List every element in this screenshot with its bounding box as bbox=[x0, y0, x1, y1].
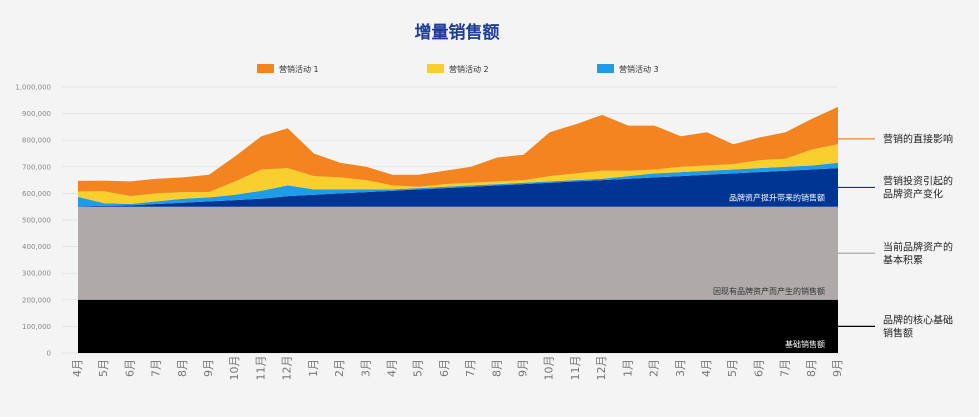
x-tick-label: 8月 bbox=[805, 359, 818, 377]
y-tick-label: 100,000 bbox=[22, 323, 51, 331]
x-tick-label: 9月 bbox=[202, 359, 215, 377]
x-tick-label: 4月 bbox=[700, 359, 713, 377]
legend-swatch bbox=[597, 64, 614, 73]
y-tick-label: 900,000 bbox=[22, 110, 51, 118]
x-tick-label: 1月 bbox=[621, 359, 634, 377]
y-tick-label: 500,000 bbox=[22, 217, 51, 225]
area-营销活动-2 bbox=[78, 144, 838, 204]
area-uplift bbox=[78, 168, 838, 207]
side-annotations: 营销的直接影响营销投资引起的品牌资产变化当前品牌资产的基本积累品牌的核心基础销售… bbox=[838, 132, 953, 339]
x-tick-label: 10月 bbox=[543, 356, 556, 381]
legend-item: 营销活动 2 bbox=[427, 64, 489, 74]
area-营销活动-3 bbox=[78, 162, 838, 207]
annotation-text: 销售额 bbox=[883, 326, 913, 339]
y-tick-label: 300,000 bbox=[22, 270, 51, 278]
y-tick-label: 800,000 bbox=[22, 137, 51, 145]
x-tick-label: 7月 bbox=[150, 359, 163, 377]
y-tick-label: 1,000,000 bbox=[15, 84, 51, 92]
x-tick-label: 11月 bbox=[569, 356, 582, 381]
x-tick-label: 7月 bbox=[779, 359, 792, 377]
x-tick-label: 6月 bbox=[438, 359, 451, 377]
x-tick-label: 8月 bbox=[176, 359, 189, 377]
legend-swatch bbox=[427, 64, 444, 73]
x-tick-label: 5月 bbox=[412, 359, 425, 377]
x-tick-label: 2月 bbox=[333, 359, 346, 377]
y-axis-ticks: 0 100,000 200,000 300,000 400,000 500,000 600,… bbox=[15, 84, 51, 358]
x-tick-label: 5月 bbox=[726, 359, 739, 377]
legend: 营销活动 1 营销活动 2 营销活动 3 bbox=[257, 64, 659, 74]
y-tick-label: 0 bbox=[47, 350, 51, 358]
x-tick-label: 9月 bbox=[831, 359, 844, 377]
x-tick-label: 5月 bbox=[97, 359, 110, 377]
x-tick-label: 12月 bbox=[281, 356, 294, 381]
band-label-uplift: 品牌资产提升带来的销售额 bbox=[729, 193, 825, 203]
y-tick-label: 700,000 bbox=[22, 163, 51, 171]
band-labels: 基础销售额 因现有品牌资产而产生的销售额 品牌资产提升带来的销售额 bbox=[713, 193, 825, 349]
legend-label: 营销活动 3 bbox=[619, 64, 659, 74]
x-tick-label: 3月 bbox=[359, 359, 372, 377]
legend-label: 营销活动 1 bbox=[279, 64, 319, 74]
legend-label: 营销活动 2 bbox=[449, 64, 489, 74]
annotation-text: 营销投资引起的 bbox=[883, 174, 953, 187]
y-tick-label: 600,000 bbox=[22, 190, 51, 198]
chart-title: 增量销售额 bbox=[415, 22, 500, 43]
legend-item: 营销活动 1 bbox=[257, 64, 319, 74]
x-tick-label: 1月 bbox=[307, 359, 320, 377]
y-tick-label: 400,000 bbox=[22, 243, 51, 251]
area-营销活动-1 bbox=[78, 106, 838, 197]
x-tick-label: 7月 bbox=[464, 359, 477, 377]
band-label-base: 基础销售额 bbox=[785, 339, 825, 349]
x-tick-label: 9月 bbox=[517, 359, 530, 377]
x-tick-label: 11月 bbox=[254, 356, 267, 381]
annotation-text: 基本积累 bbox=[883, 253, 923, 266]
annotation-text: 品牌资产变化 bbox=[883, 187, 943, 200]
x-tick-label: 6月 bbox=[752, 359, 765, 377]
y-tick-label: 200,000 bbox=[22, 296, 51, 304]
x-tick-label: 6月 bbox=[123, 359, 136, 377]
legend-swatch bbox=[257, 64, 274, 73]
x-tick-label: 12月 bbox=[595, 356, 608, 381]
x-axis-ticks: 4月 5月 6月 7月 8月 9月 10月 11月 12月 1月 2月 3月 4月 5月 6月 7月 8月 9月 1… bbox=[71, 356, 844, 381]
x-tick-label: 10月 bbox=[228, 356, 241, 381]
legend-item: 营销活动 3 bbox=[597, 64, 659, 74]
annotation-text: 营销的直接影响 bbox=[883, 132, 953, 145]
x-tick-label: 8月 bbox=[490, 359, 503, 377]
annotation-text: 品牌的核心基础 bbox=[883, 313, 953, 326]
x-tick-label: 3月 bbox=[674, 359, 687, 377]
annotation-text: 当前品牌资产的 bbox=[883, 240, 953, 253]
x-tick-label: 2月 bbox=[648, 359, 661, 377]
area-base bbox=[78, 299, 838, 353]
area-series bbox=[78, 106, 838, 353]
area-equity bbox=[78, 206, 838, 300]
band-label-equity: 因现有品牌资产而产生的销售额 bbox=[713, 286, 825, 296]
x-tick-label: 4月 bbox=[71, 359, 84, 377]
x-tick-label: 4月 bbox=[385, 359, 398, 377]
